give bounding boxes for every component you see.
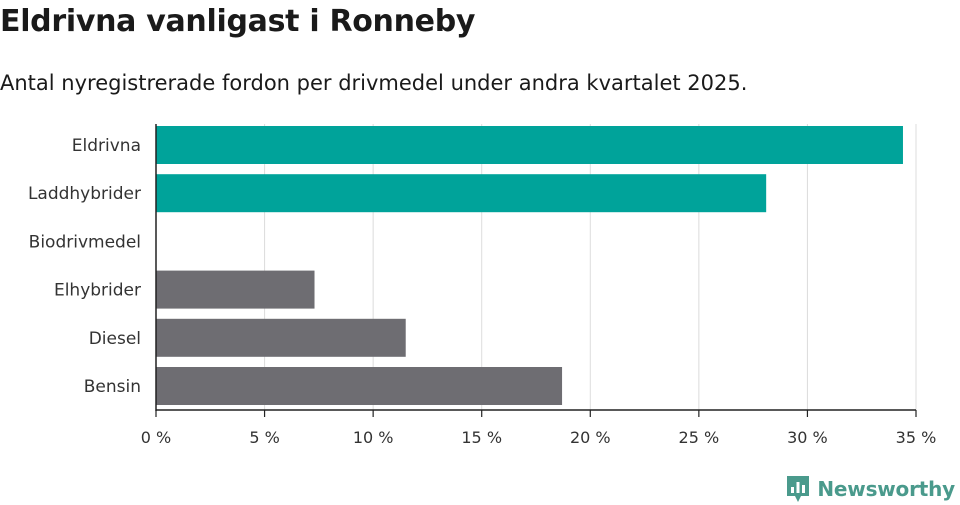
brand-name: Newsworthy [817,477,955,501]
chart-subtitle: Antal nyregistrerade fordon per drivmede… [0,71,748,95]
category-label: Elhybrider [54,281,141,301]
x-tick-label: 0 % [141,428,171,447]
bar-chart-logo-icon [787,476,810,502]
chart-title: Eldrivna vanligast i Ronneby [0,4,476,39]
category-label: Eldrivna [72,136,141,156]
category-label: Diesel [89,329,141,349]
x-tick-label: 5 % [249,428,279,447]
category-label: Bensin [84,377,141,397]
category-label: Biodrivmedel [29,232,141,252]
x-tick-label: 35 % [896,428,937,447]
bar [156,174,767,213]
brand-logo: Newsworthy [785,474,955,504]
x-tick-label: 25 % [679,428,720,447]
x-tick-label: 10 % [353,428,394,447]
bar [156,318,406,357]
bar [156,270,315,309]
x-tick-label: 20 % [570,428,611,447]
bar [156,126,903,164]
x-tick-label: 30 % [787,428,828,447]
category-label: Laddhybrider [28,184,141,204]
bar [156,367,563,405]
x-tick-label: 15 % [461,428,502,447]
